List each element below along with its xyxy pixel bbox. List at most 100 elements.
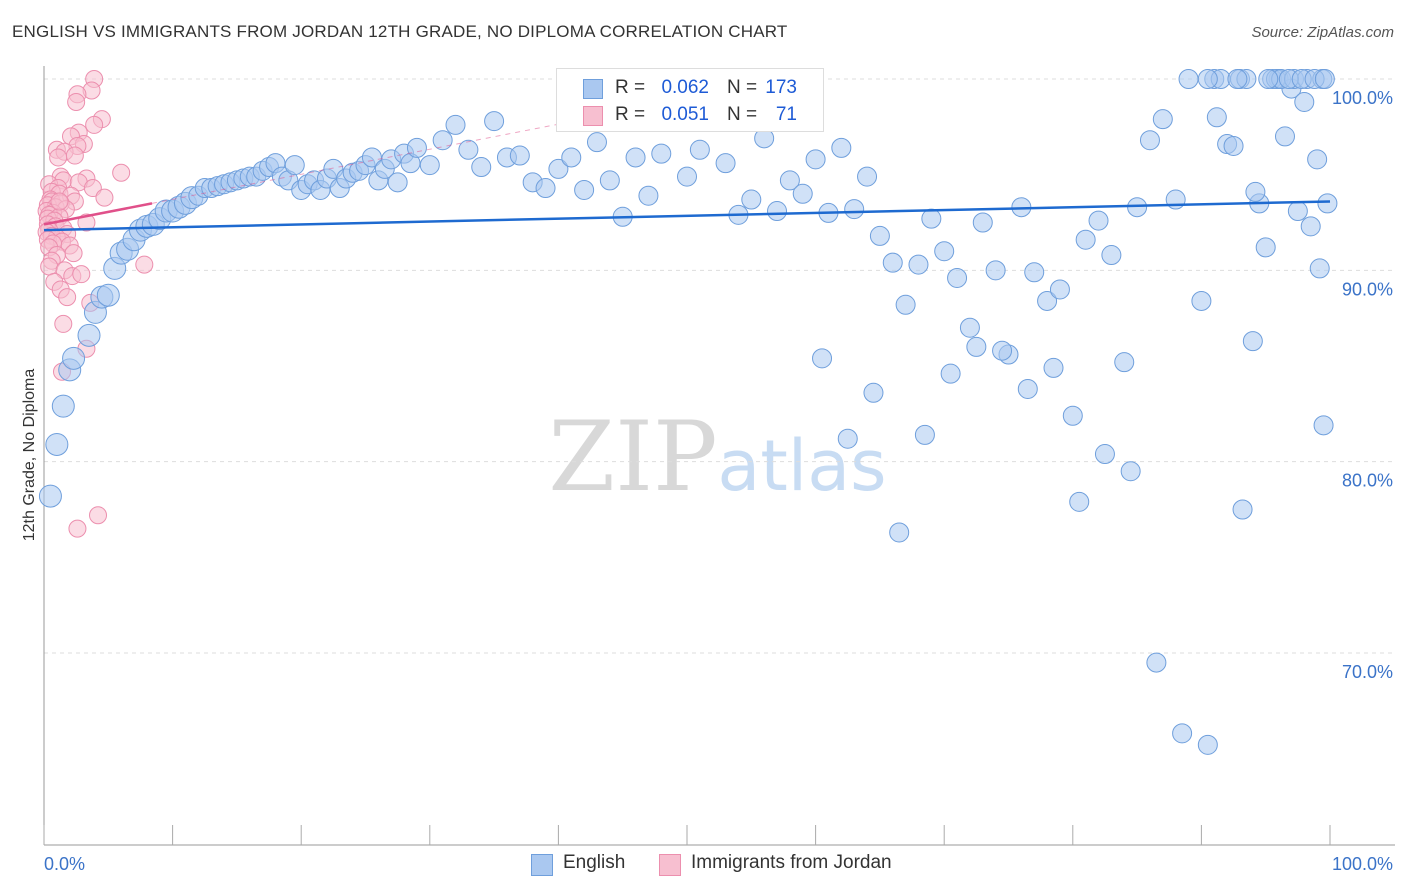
data-point-english bbox=[831, 137, 852, 158]
data-point-english bbox=[715, 153, 736, 174]
legend-n-value: 173 bbox=[765, 77, 797, 98]
legend-r-value: 0.051 bbox=[661, 104, 709, 125]
data-point-english bbox=[677, 166, 697, 187]
data-point-english bbox=[1127, 197, 1148, 218]
legend-swatch-jordan bbox=[583, 106, 603, 126]
data-point-jordan bbox=[68, 519, 87, 538]
data-point-english bbox=[1114, 352, 1135, 373]
chart-title: ENGLISH VS IMMIGRANTS FROM JORDAN 12TH G… bbox=[12, 22, 788, 41]
data-point-english bbox=[484, 111, 505, 132]
data-point-english bbox=[445, 114, 466, 135]
data-point-english bbox=[812, 348, 833, 369]
data-point-english bbox=[1178, 69, 1199, 89]
data-point-english bbox=[548, 158, 569, 179]
data-point-english bbox=[625, 147, 646, 168]
data-point-english bbox=[1255, 237, 1276, 258]
data-point-jordan bbox=[49, 148, 68, 167]
data-point-english bbox=[863, 382, 884, 403]
data-point-english bbox=[741, 189, 762, 210]
data-point-english bbox=[96, 283, 120, 307]
data-point-english bbox=[471, 157, 492, 178]
data-point-english bbox=[940, 363, 961, 384]
data-point-english bbox=[959, 317, 980, 338]
legend-r-value: 0.062 bbox=[661, 77, 709, 98]
trendline-jordan bbox=[43, 202, 153, 226]
data-point-jordan bbox=[58, 288, 77, 307]
x-tick-label-max: 100.0% bbox=[1332, 854, 1393, 874]
data-point-jordan bbox=[67, 92, 86, 111]
legend-r-label: R = bbox=[615, 77, 646, 98]
data-point-jordan bbox=[65, 146, 84, 165]
data-point-english bbox=[1152, 109, 1173, 130]
data-point-english bbox=[972, 212, 993, 233]
data-point-english bbox=[586, 132, 607, 153]
data-point-english bbox=[1094, 444, 1115, 465]
data-point-english bbox=[889, 522, 910, 543]
data-point-english bbox=[1049, 279, 1070, 300]
legend-n-label: N = bbox=[727, 104, 758, 125]
data-point-english bbox=[1300, 216, 1321, 237]
data-point-english bbox=[1245, 181, 1266, 202]
data-point-english bbox=[1088, 210, 1109, 231]
legend-r-label: R = bbox=[615, 104, 646, 125]
y-tick-label: 90.0% bbox=[1342, 279, 1393, 299]
data-point-english bbox=[934, 241, 955, 262]
data-point-english bbox=[985, 260, 1006, 281]
data-point-english bbox=[767, 201, 788, 222]
data-point-english bbox=[1017, 378, 1038, 399]
data-point-english bbox=[284, 155, 305, 176]
data-point-jordan bbox=[89, 506, 108, 525]
data-point-jordan bbox=[64, 244, 83, 263]
data-point-jordan bbox=[135, 255, 154, 274]
stats-legend: R = 0.062 N = 173 R = 0.051 N = 71 bbox=[556, 68, 824, 132]
legend-label-english: English bbox=[563, 852, 626, 873]
y-tick-label: 100.0% bbox=[1332, 88, 1393, 108]
data-point-english bbox=[1206, 107, 1227, 128]
y-tick-label: 70.0% bbox=[1342, 662, 1393, 682]
data-point-english bbox=[1287, 201, 1308, 222]
legend-row-jordan: R = 0.051 N = 71 bbox=[557, 102, 823, 130]
data-point-english bbox=[638, 185, 659, 206]
data-point-english bbox=[805, 149, 826, 170]
data-point-english bbox=[792, 183, 813, 204]
data-point-english bbox=[869, 225, 890, 246]
x-tick-label-min: 0.0% bbox=[44, 854, 85, 874]
data-point-english bbox=[458, 139, 479, 160]
legend-row-english: R = 0.062 N = 173 bbox=[557, 75, 823, 103]
data-point-english bbox=[947, 267, 968, 288]
data-point-english bbox=[1101, 245, 1122, 266]
data-point-english bbox=[908, 254, 929, 275]
data-point-english bbox=[1037, 290, 1058, 311]
data-point-english bbox=[1069, 491, 1090, 512]
data-point-english bbox=[882, 252, 903, 273]
data-point-english bbox=[1120, 461, 1141, 482]
data-point-jordan bbox=[54, 314, 73, 333]
y-tick-label: 80.0% bbox=[1342, 471, 1393, 491]
data-point-jordan bbox=[112, 163, 131, 182]
zipatlas-watermark: ZIP atlas bbox=[548, 401, 886, 513]
data-point-english bbox=[1317, 193, 1338, 214]
data-point-english bbox=[837, 428, 858, 449]
data-point-english bbox=[561, 147, 582, 168]
data-point-english bbox=[857, 166, 878, 187]
data-point-english bbox=[432, 130, 453, 151]
data-point-english bbox=[1313, 415, 1334, 436]
data-point-english bbox=[1197, 69, 1218, 89]
legend-swatch-english bbox=[531, 854, 553, 876]
data-point-jordan bbox=[95, 188, 114, 207]
data-point-english bbox=[599, 170, 620, 191]
data-point-english bbox=[419, 155, 440, 176]
data-point-english bbox=[77, 323, 101, 347]
data-point-english bbox=[689, 139, 710, 160]
data-point-english bbox=[651, 143, 672, 164]
data-point-english bbox=[1075, 229, 1096, 250]
data-point-jordan bbox=[72, 265, 91, 284]
trendline-english bbox=[43, 200, 1331, 232]
chart-source: Source: ZipAtlas.com bbox=[1251, 24, 1394, 41]
data-point-english bbox=[387, 172, 408, 193]
data-point-english bbox=[1062, 405, 1083, 426]
watermark-zip: ZIP bbox=[548, 401, 717, 513]
data-point-english bbox=[1197, 734, 1218, 755]
data-point-english bbox=[1274, 126, 1295, 147]
